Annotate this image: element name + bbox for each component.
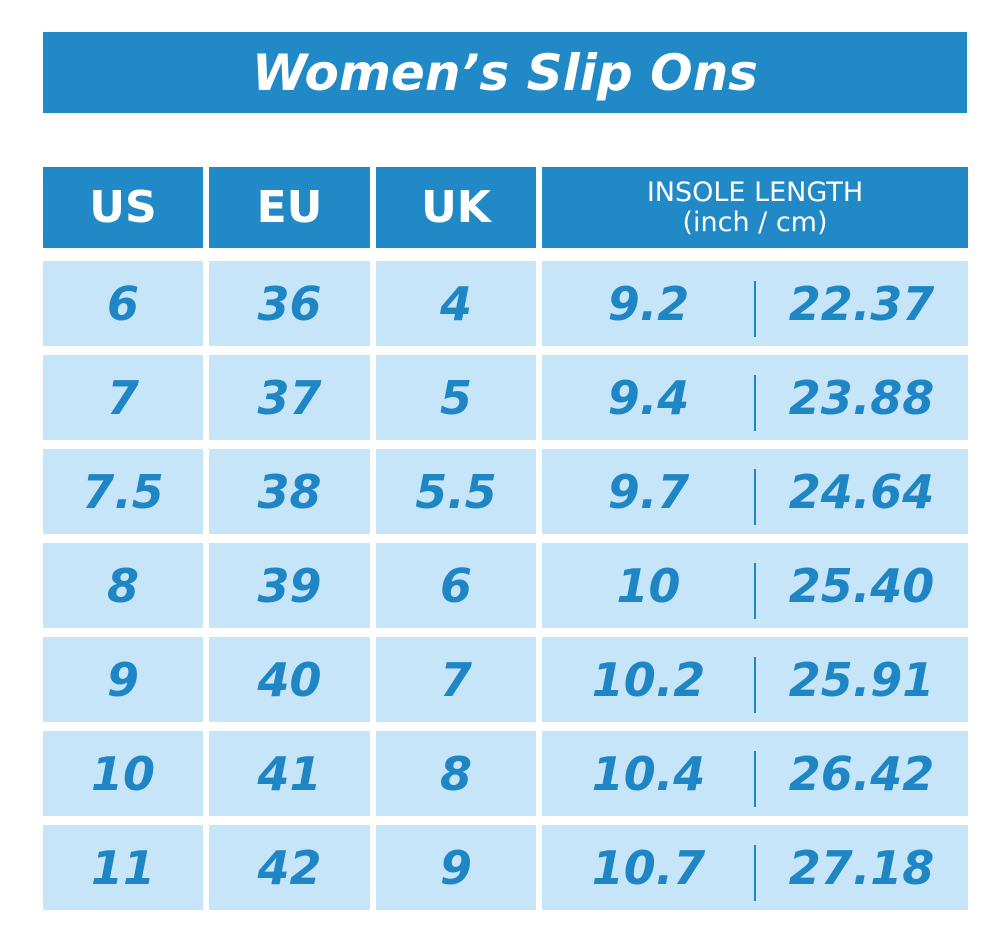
divider	[754, 375, 756, 431]
cell-eu: 40	[209, 637, 370, 722]
header-insole: INSOLE LENGTH (inch / cm)	[542, 167, 968, 248]
divider	[754, 845, 756, 901]
chart-title: Women’s Slip Ons	[43, 32, 967, 113]
cell-us: 9	[43, 637, 203, 722]
cell-insole: 9.7 24.64	[542, 449, 968, 534]
cell-us: 10	[43, 731, 203, 816]
cell-eu: 38	[209, 449, 370, 534]
cell-uk: 9	[376, 825, 536, 910]
cell-inch: 10	[616, 558, 681, 613]
cell-inch: 10.2	[591, 652, 706, 707]
cell-eu: 37	[209, 355, 370, 440]
cell-uk: 7	[376, 637, 536, 722]
cell-inch: 10.7	[591, 840, 706, 895]
cell-us: 8	[43, 543, 203, 628]
cell-inch: 9.7	[607, 464, 690, 519]
divider	[754, 657, 756, 713]
cell-inch: 9.4	[607, 370, 690, 425]
cell-eu: 36	[209, 261, 370, 346]
cell-cm: 22.37	[788, 276, 935, 331]
cell-cm: 27.18	[788, 840, 935, 895]
header-insole-units: (inch / cm)	[682, 206, 828, 238]
cell-eu: 39	[209, 543, 370, 628]
header-eu: EU	[209, 167, 370, 248]
cell-us: 6	[43, 261, 203, 346]
cell-cm: 23.88	[788, 370, 935, 425]
cell-insole: 10.7 27.18	[542, 825, 968, 910]
divider	[754, 563, 756, 619]
header-uk: UK	[376, 167, 536, 248]
cell-uk: 4	[376, 261, 536, 346]
cell-eu: 42	[209, 825, 370, 910]
cell-insole: 10.4 26.42	[542, 731, 968, 816]
divider	[754, 469, 756, 525]
cell-uk: 8	[376, 731, 536, 816]
cell-uk: 5	[376, 355, 536, 440]
cell-insole: 10.2 25.91	[542, 637, 968, 722]
header-insole-label: INSOLE LENGTH	[646, 176, 864, 208]
cell-us: 7	[43, 355, 203, 440]
cell-insole: 9.2 22.37	[542, 261, 968, 346]
cell-us: 7.5	[43, 449, 203, 534]
cell-inch: 10.4	[591, 746, 706, 801]
cell-insole: 9.4 23.88	[542, 355, 968, 440]
size-table: US EU UK INSOLE LENGTH (inch / cm) 6 36 4 9…	[43, 167, 968, 910]
cell-uk: 5.5	[376, 449, 536, 534]
cell-eu: 41	[209, 731, 370, 816]
header-us: US	[43, 167, 203, 248]
cell-cm: 25.40	[788, 558, 935, 613]
cell-uk: 6	[376, 543, 536, 628]
divider	[754, 751, 756, 807]
cell-cm: 24.64	[788, 464, 935, 519]
cell-cm: 26.42	[788, 746, 935, 801]
cell-inch: 9.2	[607, 276, 690, 331]
cell-us: 11	[43, 825, 203, 910]
divider	[754, 281, 756, 337]
cell-cm: 25.91	[788, 652, 935, 707]
cell-insole: 10 25.40	[542, 543, 968, 628]
